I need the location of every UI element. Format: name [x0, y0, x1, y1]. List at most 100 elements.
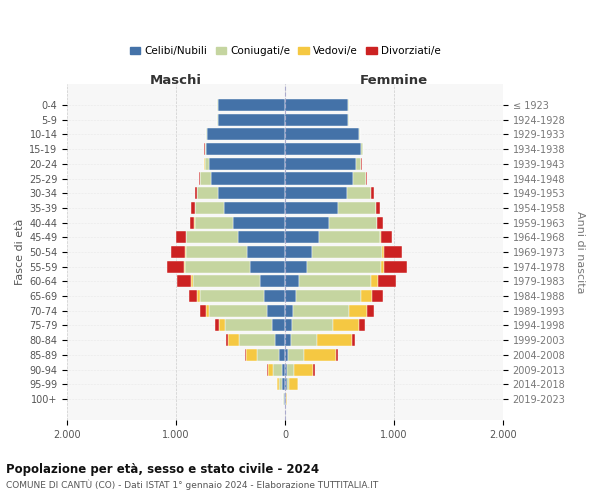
- Bar: [361, 290, 372, 302]
- Bar: [275, 334, 285, 346]
- Bar: [218, 99, 285, 111]
- Bar: [282, 364, 285, 376]
- Bar: [177, 276, 191, 287]
- Bar: [376, 202, 380, 214]
- Bar: [290, 334, 317, 346]
- Bar: [285, 304, 293, 317]
- Bar: [199, 172, 200, 184]
- Bar: [283, 378, 285, 390]
- Bar: [206, 143, 285, 155]
- Bar: [197, 290, 200, 302]
- Bar: [287, 378, 289, 390]
- Bar: [289, 349, 304, 361]
- Bar: [307, 260, 381, 272]
- Bar: [285, 202, 338, 214]
- Bar: [381, 232, 392, 243]
- Bar: [299, 276, 371, 287]
- Bar: [191, 276, 193, 287]
- Bar: [229, 334, 239, 346]
- Bar: [371, 276, 377, 287]
- Bar: [205, 143, 206, 155]
- Bar: [245, 349, 247, 361]
- Bar: [371, 187, 374, 199]
- Bar: [266, 304, 285, 317]
- Bar: [381, 260, 384, 272]
- Y-axis label: Anni di nascita: Anni di nascita: [575, 210, 585, 293]
- Bar: [382, 246, 384, 258]
- Bar: [285, 99, 348, 111]
- Bar: [377, 276, 396, 287]
- Bar: [313, 364, 314, 376]
- Bar: [333, 320, 359, 332]
- Bar: [285, 260, 307, 272]
- Bar: [285, 349, 289, 361]
- Bar: [361, 158, 362, 170]
- Text: Femmine: Femmine: [360, 74, 428, 88]
- Bar: [349, 304, 367, 317]
- Bar: [377, 216, 383, 228]
- Bar: [329, 216, 377, 228]
- Bar: [218, 320, 225, 332]
- Bar: [225, 320, 272, 332]
- Bar: [215, 320, 218, 332]
- Bar: [186, 232, 238, 243]
- Bar: [193, 276, 260, 287]
- Bar: [285, 216, 329, 228]
- Bar: [285, 334, 290, 346]
- Bar: [226, 334, 229, 346]
- Legend: Celibi/Nubili, Coniugati/e, Vedovi/e, Divorziati/e: Celibi/Nubili, Coniugati/e, Vedovi/e, Di…: [125, 42, 445, 60]
- Bar: [257, 349, 279, 361]
- Bar: [289, 378, 298, 390]
- Bar: [218, 114, 285, 126]
- Bar: [285, 128, 359, 140]
- Bar: [285, 232, 319, 243]
- Bar: [285, 158, 356, 170]
- Bar: [347, 187, 371, 199]
- Bar: [211, 172, 285, 184]
- Bar: [238, 232, 285, 243]
- Bar: [239, 334, 275, 346]
- Bar: [285, 378, 287, 390]
- Bar: [268, 364, 273, 376]
- Bar: [285, 114, 348, 126]
- Bar: [319, 232, 380, 243]
- Bar: [380, 232, 381, 243]
- Bar: [218, 187, 285, 199]
- Bar: [366, 172, 367, 184]
- Bar: [209, 158, 285, 170]
- Bar: [200, 290, 264, 302]
- Bar: [233, 216, 285, 228]
- Bar: [264, 290, 285, 302]
- Bar: [356, 158, 361, 170]
- Bar: [195, 216, 233, 228]
- Bar: [285, 364, 287, 376]
- Bar: [285, 290, 296, 302]
- Bar: [287, 364, 294, 376]
- Bar: [296, 290, 361, 302]
- Bar: [293, 304, 349, 317]
- Bar: [367, 304, 374, 317]
- Bar: [206, 304, 209, 317]
- Bar: [260, 276, 285, 287]
- Bar: [195, 202, 224, 214]
- Bar: [337, 349, 338, 361]
- Bar: [338, 202, 376, 214]
- Bar: [304, 349, 337, 361]
- Bar: [285, 320, 292, 332]
- Bar: [372, 290, 383, 302]
- Bar: [200, 304, 206, 317]
- Bar: [285, 172, 353, 184]
- Bar: [224, 202, 285, 214]
- Bar: [284, 393, 285, 405]
- Bar: [209, 304, 266, 317]
- Bar: [185, 260, 250, 272]
- Bar: [186, 246, 247, 258]
- Bar: [359, 320, 365, 332]
- Bar: [285, 187, 347, 199]
- Bar: [272, 320, 285, 332]
- Bar: [285, 143, 361, 155]
- Bar: [266, 364, 268, 376]
- Bar: [190, 216, 194, 228]
- Bar: [189, 290, 197, 302]
- Bar: [352, 334, 355, 346]
